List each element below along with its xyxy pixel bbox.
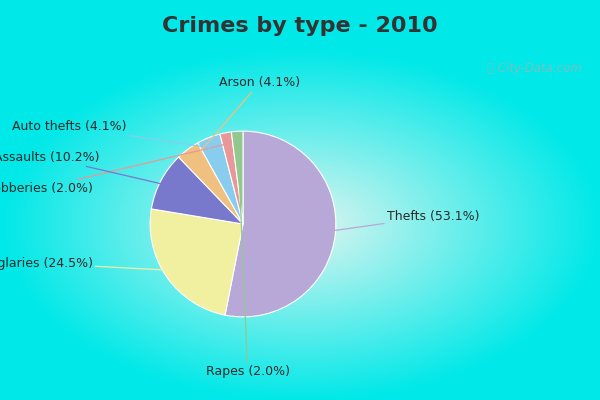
Text: Assaults (10.2%): Assaults (10.2%)	[0, 151, 168, 185]
Text: Arson (4.1%): Arson (4.1%)	[196, 76, 300, 156]
Wedge shape	[198, 134, 243, 224]
Text: ⓘ City-Data.com: ⓘ City-Data.com	[487, 62, 582, 75]
Text: Burglaries (24.5%): Burglaries (24.5%)	[0, 256, 173, 270]
Text: Auto thefts (4.1%): Auto thefts (4.1%)	[13, 120, 210, 148]
Text: Crimes by type - 2010: Crimes by type - 2010	[162, 16, 438, 36]
Text: Rapes (2.0%): Rapes (2.0%)	[206, 145, 290, 378]
Wedge shape	[151, 157, 243, 224]
Text: Robberies (2.0%): Robberies (2.0%)	[0, 144, 225, 195]
Wedge shape	[225, 131, 336, 317]
Wedge shape	[150, 209, 243, 315]
Wedge shape	[232, 131, 243, 224]
Wedge shape	[179, 143, 243, 224]
Text: Thefts (53.1%): Thefts (53.1%)	[327, 210, 479, 232]
Wedge shape	[220, 132, 243, 224]
